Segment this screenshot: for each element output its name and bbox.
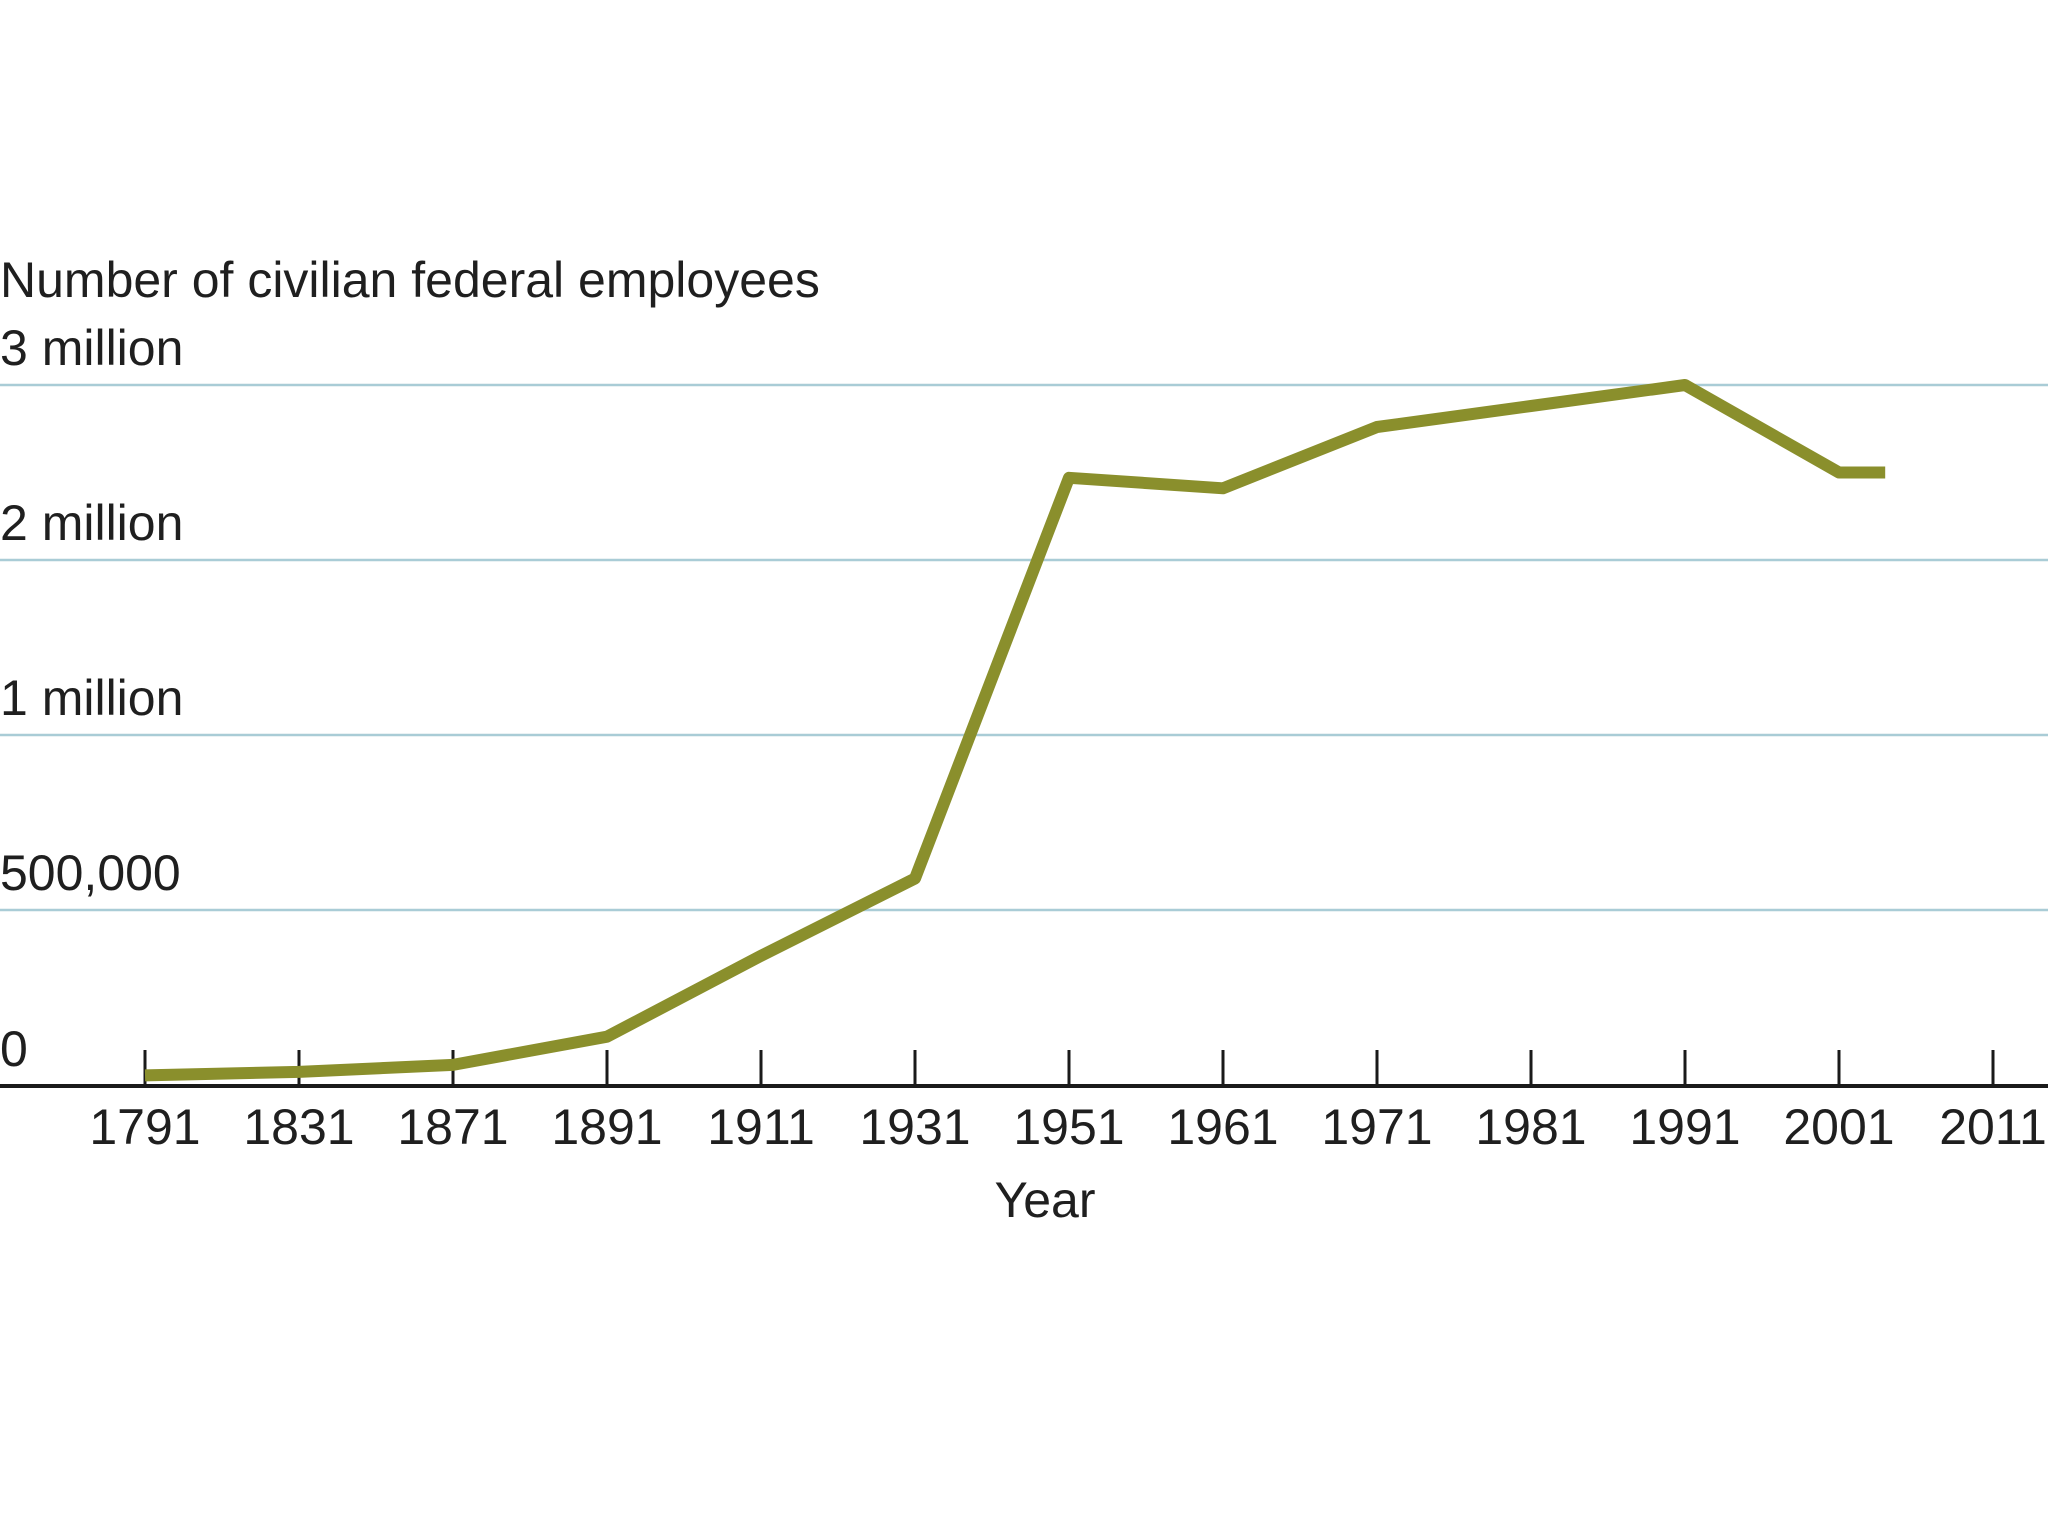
x-tick-label: 2001 bbox=[1783, 1099, 1894, 1155]
series-group bbox=[144, 379, 1886, 1082]
x-tick-label: 1951 bbox=[1013, 1099, 1124, 1155]
y-tick-label: 2 million bbox=[0, 495, 183, 551]
y-tick-labels: 0 500,000 1 million 2 million 3 million bbox=[0, 320, 183, 1077]
x-tick-label: 1871 bbox=[397, 1099, 508, 1155]
x-tick-label: 1991 bbox=[1629, 1099, 1740, 1155]
y-tick-label: 1 million bbox=[0, 670, 183, 726]
x-tick-label: 2011 bbox=[1939, 1099, 2047, 1155]
x-tick-label: 1791 bbox=[89, 1099, 200, 1155]
series-line bbox=[144, 379, 1886, 1082]
x-tick-label: 1961 bbox=[1167, 1099, 1278, 1155]
y-axis-title: Number of civilian federal employees bbox=[0, 252, 820, 308]
y-tick-label: 500,000 bbox=[0, 845, 181, 901]
x-tick-label: 1971 bbox=[1321, 1099, 1432, 1155]
gridlines bbox=[0, 383, 2048, 912]
x-tick-label: 1931 bbox=[859, 1099, 970, 1155]
x-tick-labels: 1791 1831 1871 1891 1911 1931 1951 1961 1971 1981… bbox=[89, 1099, 2046, 1155]
x-axis bbox=[0, 1050, 2048, 1088]
x-tick-label: 1891 bbox=[551, 1099, 662, 1155]
x-axis-title: Year bbox=[994, 1172, 1095, 1228]
y-tick-label: 0 bbox=[0, 1021, 28, 1077]
x-tick-label: 1831 bbox=[243, 1099, 354, 1155]
y-tick-label: 3 million bbox=[0, 320, 183, 376]
x-tick-label: 1911 bbox=[707, 1099, 815, 1155]
x-tick-label: 1981 bbox=[1475, 1099, 1586, 1155]
